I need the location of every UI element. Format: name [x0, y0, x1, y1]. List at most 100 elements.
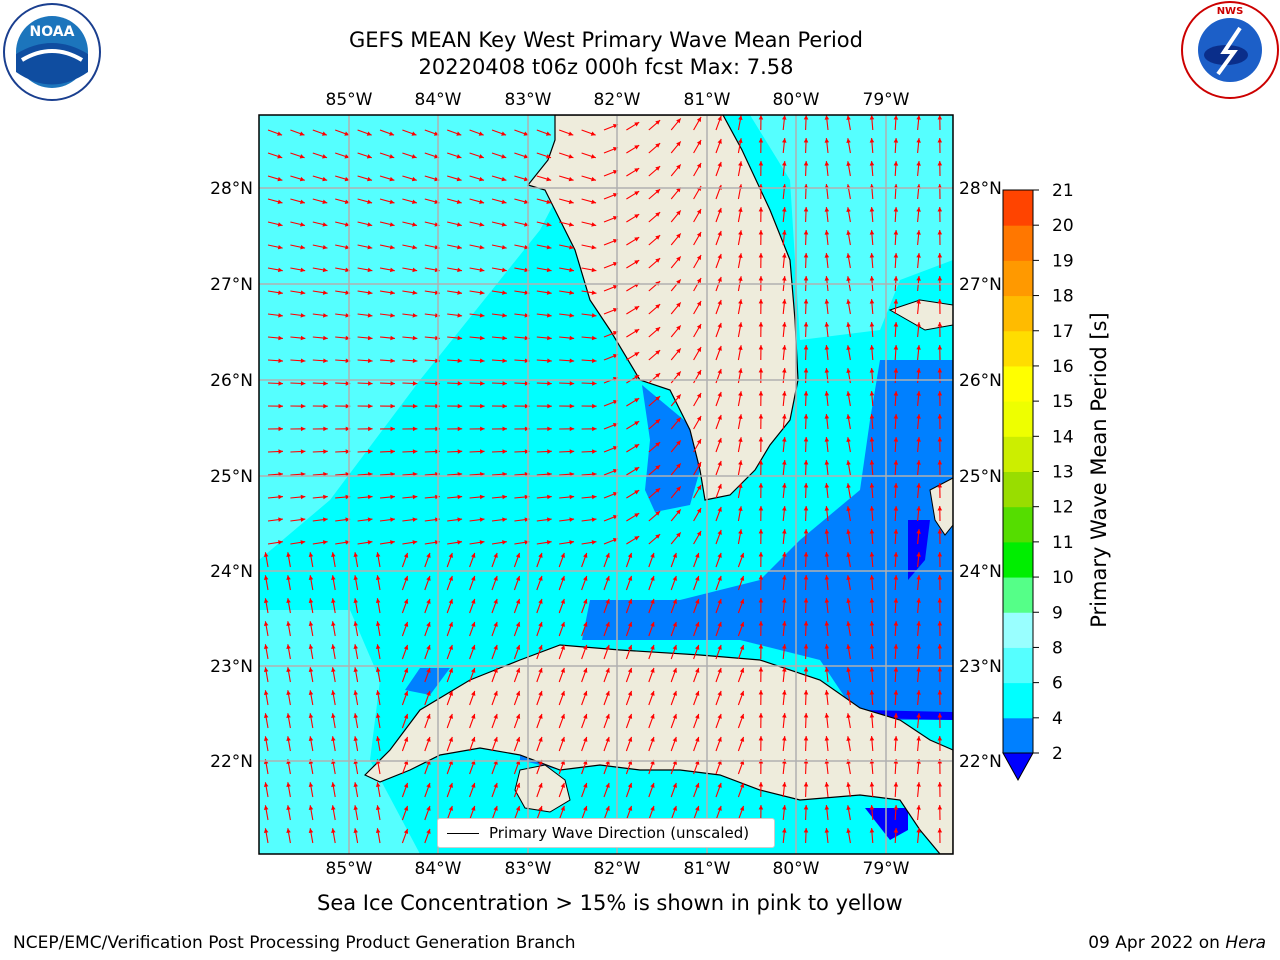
wave-arrow-head	[547, 494, 552, 500]
wave-arrow-head	[803, 115, 809, 120]
wave-arrow-head	[739, 644, 745, 650]
wave-arrow-head	[479, 358, 485, 363]
wave-arrow-head	[717, 253, 722, 259]
wave-arrow-head	[739, 552, 745, 558]
wave-arrow-head	[515, 575, 521, 581]
lon-label: 81°W	[684, 859, 731, 879]
wave-arrow-head	[456, 222, 462, 227]
wave-arrow-head	[672, 575, 677, 581]
wave-direction-arrows	[263, 115, 943, 844]
wave-arrow-head	[263, 575, 269, 581]
wave-arrow-head	[803, 552, 809, 557]
wave-arrow-head	[758, 437, 764, 442]
wave-arrow-head	[846, 529, 851, 535]
wave-arrow-head	[655, 419, 661, 424]
wave-arrow-head	[375, 598, 381, 604]
wave-arrow-head	[515, 621, 521, 627]
wave-arrow-head	[560, 713, 565, 719]
wave-arrow-head	[696, 323, 702, 329]
wave-arrow-head	[323, 494, 328, 500]
wave-arrow-head	[803, 713, 809, 718]
colorbar-tick-label: 10	[1052, 568, 1074, 588]
wave-arrow-head	[308, 736, 314, 742]
wave-arrow-head	[412, 403, 418, 409]
colorbar-tick-label: 8	[1052, 638, 1063, 658]
wave-arrow-head	[758, 529, 764, 534]
wave-arrow-head	[937, 621, 943, 626]
wave-arrow-head	[605, 713, 610, 719]
wave-arrow-head	[515, 690, 521, 696]
legend-line-icon	[447, 832, 479, 834]
wave-arrow-head	[353, 736, 359, 742]
wave-arrow-head	[869, 506, 875, 511]
wave-arrow-head	[278, 381, 283, 386]
wave-arrow-head	[569, 403, 575, 409]
wave-arrow-head	[695, 552, 700, 558]
wave-arrow-head	[389, 154, 395, 159]
wave-arrow-head	[758, 460, 764, 465]
wave-arrow-head	[263, 828, 269, 834]
wave-arrow-head	[824, 483, 830, 488]
wave-arrow-head	[655, 350, 661, 355]
lon-label: 83°W	[505, 90, 552, 110]
wave-arrow-head	[547, 449, 552, 454]
wave-arrow-head	[375, 805, 381, 811]
wave-arrow-head	[479, 517, 485, 522]
wave-arrow-head	[538, 713, 543, 719]
wave-arrow-head	[471, 782, 476, 788]
wave-arrow-head	[696, 415, 702, 421]
wave-arrow-head	[869, 621, 875, 626]
wave-arrow-head	[583, 575, 588, 581]
noaa-logo: NOAA	[2, 2, 102, 102]
wave-arrow-head	[390, 426, 395, 432]
wave-arrow-head	[493, 552, 498, 558]
wave-arrow-head	[515, 805, 521, 811]
wave-arrow-head	[937, 253, 943, 258]
wave-arrow-head	[263, 805, 269, 811]
wave-arrow-head	[353, 667, 359, 673]
lat-label: 22°N	[210, 752, 253, 772]
footer-date: 09 Apr 2022 on Hera	[1088, 933, 1266, 953]
wave-arrow-head	[493, 805, 498, 811]
wave-arrow-head	[824, 575, 830, 580]
wave-arrow-head	[560, 644, 565, 650]
wave-arrow-head	[738, 368, 743, 374]
lon-label: 84°W	[415, 90, 462, 110]
wave-arrow-head	[824, 460, 830, 465]
wave-arrow-head	[782, 437, 787, 442]
wave-arrow-head	[515, 552, 521, 558]
wave-arrow-head	[524, 381, 530, 386]
wave-arrow-head	[322, 199, 328, 204]
wave-arrow-head	[672, 782, 677, 788]
wave-arrow-head	[846, 598, 851, 604]
wave-arrow-head	[403, 598, 409, 604]
wave-arrow-head	[824, 207, 830, 212]
wave-arrow-head	[650, 621, 655, 627]
wave-arrow-head	[627, 667, 633, 673]
wave-arrow-head	[308, 575, 314, 581]
wave-arrow-head	[479, 244, 485, 250]
wave-arrow-head	[390, 540, 395, 545]
wave-arrow-head	[893, 483, 899, 488]
wave-arrow-head	[758, 391, 764, 396]
wave-arrow-head	[916, 483, 921, 488]
wave-arrow-head	[323, 358, 328, 363]
lat-label: 26°N	[210, 371, 253, 391]
wave-arrow-head	[322, 222, 328, 227]
wave-arrow-head	[591, 176, 596, 182]
wave-arrow-head	[403, 621, 409, 627]
land-andros	[929, 477, 953, 536]
wave-arrow-head	[471, 713, 476, 719]
wave-arrow-head	[286, 782, 291, 788]
wave-arrow-head	[803, 207, 809, 212]
wave-arrow-head	[515, 598, 521, 604]
wave-arrow-head	[299, 176, 305, 182]
wave-arrow-head	[739, 690, 745, 696]
wave-arrow-head	[672, 736, 677, 742]
wave-arrow-head	[937, 437, 943, 442]
wave-arrow-head	[696, 116, 702, 122]
wave-arrow-head	[367, 199, 373, 204]
wave-arrow-head	[569, 494, 575, 500]
wave-arrow-head	[278, 335, 283, 341]
wave-arrow-head	[869, 460, 875, 465]
